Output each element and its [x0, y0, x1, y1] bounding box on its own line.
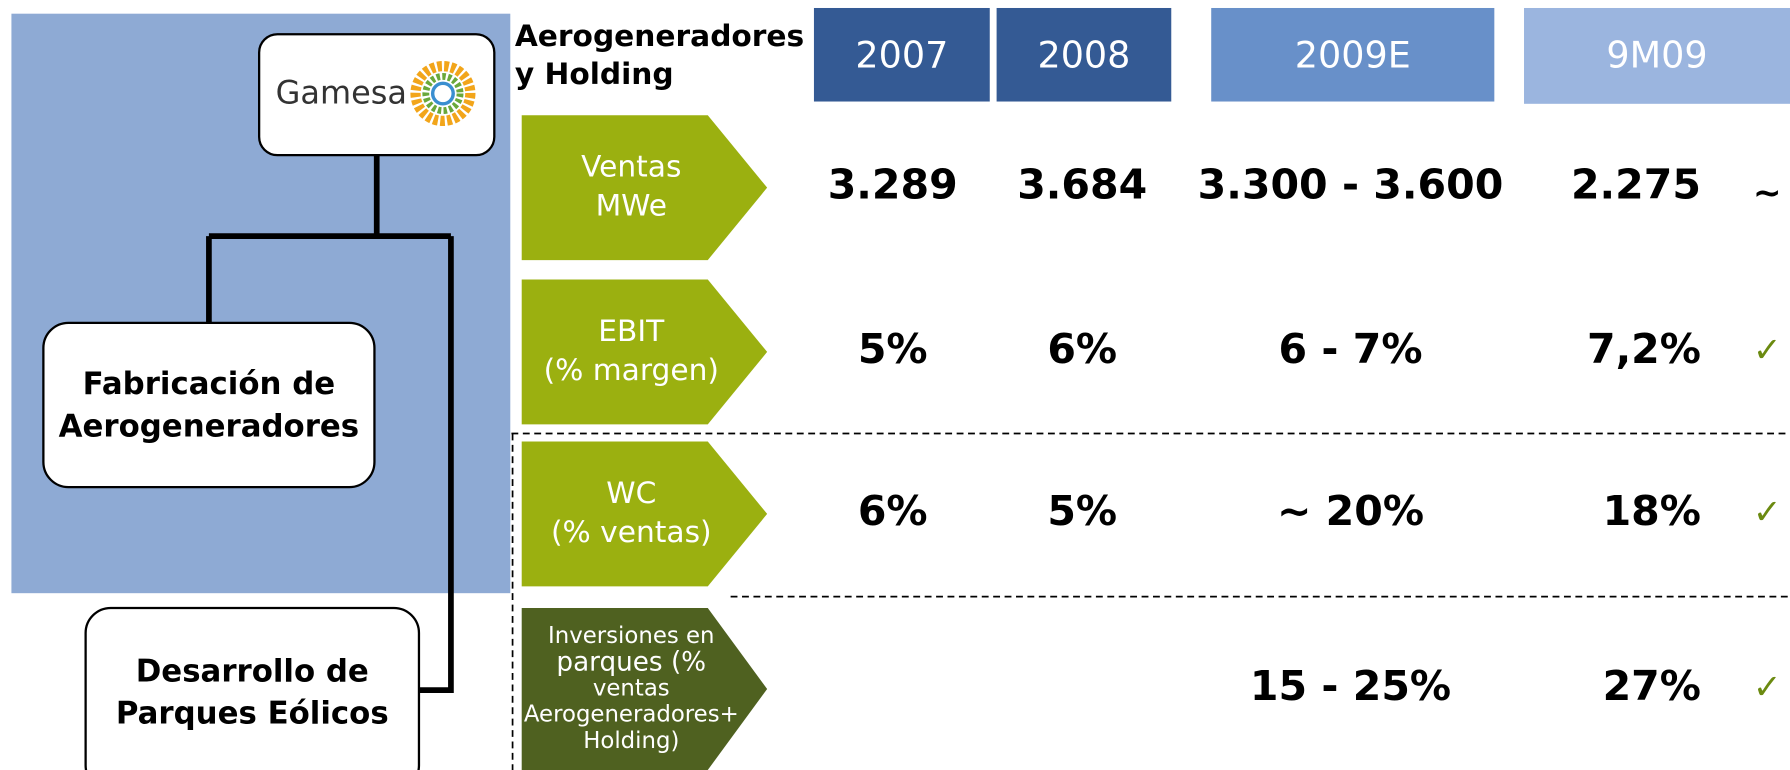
- org-box: [84, 606, 421, 770]
- cell-value: 6%: [858, 487, 928, 535]
- row-arrow: [521, 279, 768, 425]
- cell-value: 3.300 - 3.600: [1198, 161, 1504, 209]
- cell-value: 6 - 7%: [1278, 325, 1422, 373]
- column-header-text: 9M09: [1606, 34, 1707, 77]
- corner-label: y Holding: [515, 56, 674, 91]
- cell-value: 2.275: [1571, 161, 1701, 209]
- row-label: Aerogeneradores+: [524, 702, 739, 728]
- org-box-text: Desarrollo de: [136, 654, 369, 690]
- row-label: parques (%: [556, 647, 706, 677]
- status-mark: ✓: [1753, 330, 1782, 370]
- org-box-text: Parques Eólicos: [116, 696, 389, 732]
- row-label: (% ventas): [551, 514, 712, 549]
- corner-label: Aerogeneradores: [515, 18, 804, 53]
- cell-value: 3.289: [828, 161, 958, 209]
- row-label: Inversiones en: [548, 623, 714, 649]
- cell-value: 27%: [1603, 662, 1701, 710]
- cell-value: 18%: [1603, 487, 1701, 535]
- row-arrow: [521, 608, 768, 770]
- cell-value: 5%: [858, 325, 928, 373]
- org-box-text: Fabricación de: [83, 366, 335, 402]
- cell-value: 15 - 25%: [1250, 662, 1451, 710]
- status-mark: ✓: [1753, 492, 1782, 532]
- column-header: [996, 7, 1172, 102]
- row-label: Holding): [583, 728, 679, 754]
- row-arrow: [521, 441, 768, 587]
- column-header-text: 2007: [855, 34, 948, 77]
- cell-value: ~ 20%: [1277, 487, 1424, 535]
- row-label: ventas: [593, 676, 670, 702]
- column-header: [1524, 7, 1790, 104]
- row-label: (% margen): [544, 352, 719, 387]
- cell-value: 3.684: [1017, 161, 1147, 209]
- status-mark: ~: [1753, 173, 1782, 213]
- row-label: MWe: [596, 188, 667, 223]
- row-label: Ventas: [581, 149, 681, 184]
- column-header-text: 2009E: [1295, 34, 1411, 77]
- logo-text: Gamesa: [276, 74, 407, 112]
- column-header: [813, 7, 990, 102]
- row-label: WC: [606, 475, 656, 510]
- org-box-text: Aerogeneradores: [59, 408, 360, 444]
- cell-value: 5%: [1047, 487, 1117, 535]
- row-label: EBIT: [598, 313, 665, 348]
- column-header-text: 2008: [1037, 34, 1130, 77]
- cell-value: 6%: [1047, 325, 1117, 373]
- org-lines: [206, 155, 454, 693]
- logo-sun: [410, 61, 476, 127]
- org-box: [42, 321, 376, 489]
- status-mark: ✓: [1753, 668, 1782, 708]
- column-header: [1211, 7, 1495, 102]
- cell-value: 7,2%: [1587, 325, 1701, 373]
- row-arrow: [521, 115, 768, 261]
